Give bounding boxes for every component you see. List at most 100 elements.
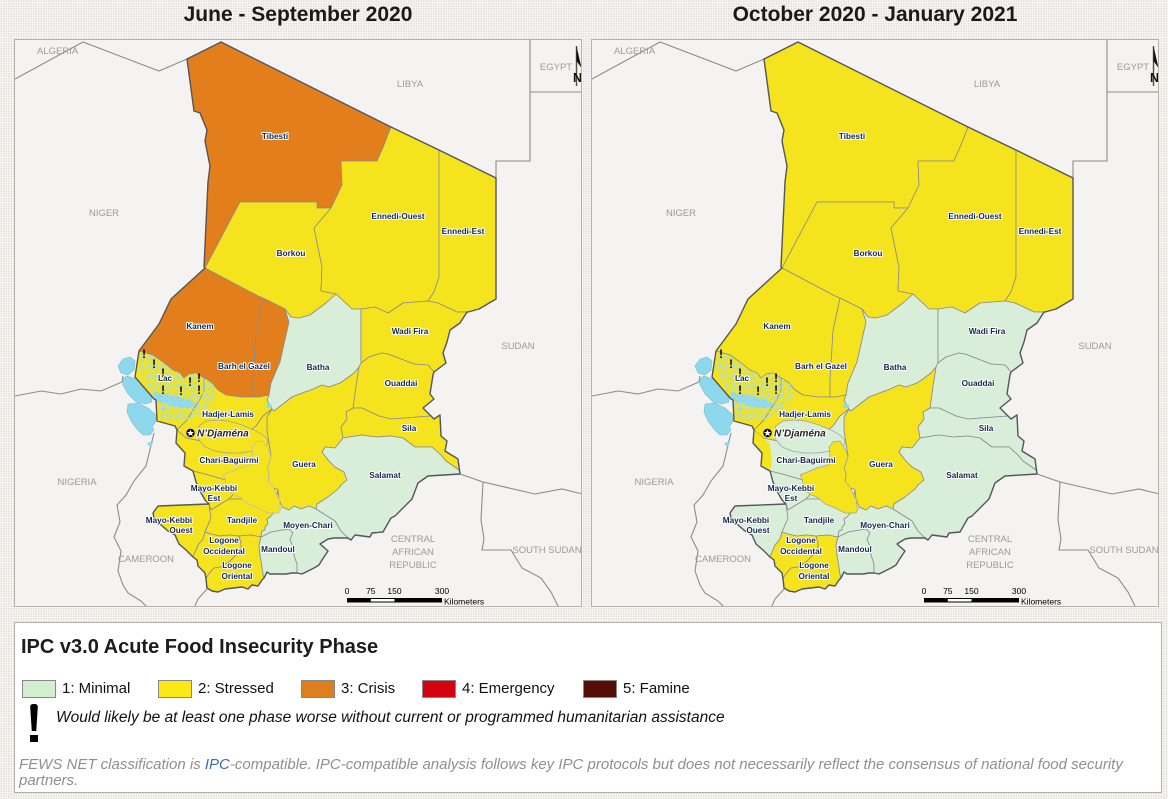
- svg-text:!: !: [161, 385, 165, 397]
- svg-text:Guera: Guera: [292, 460, 316, 469]
- svg-text:Chari-Baguirmi: Chari-Baguirmi: [199, 456, 258, 465]
- svg-text:NIGERIA: NIGERIA: [634, 477, 674, 488]
- svg-text:Kanem: Kanem: [186, 322, 213, 331]
- svg-text:LIBYA: LIBYA: [397, 79, 424, 90]
- svg-text:N: N: [573, 71, 581, 85]
- svg-text:Kanem: Kanem: [763, 322, 790, 331]
- svg-text:Est: Est: [785, 494, 798, 503]
- svg-text:!: !: [765, 377, 769, 389]
- svg-text:Chari-Baguirmi: Chari-Baguirmi: [776, 456, 835, 465]
- svg-text:Mayo-Kebbi: Mayo-Kebbi: [768, 484, 814, 493]
- svg-text:!: !: [197, 373, 201, 385]
- svg-text:REPUBLIC: REPUBLIC: [966, 560, 1014, 571]
- svg-text:!: !: [738, 368, 742, 380]
- svg-text:Ouest: Ouest: [169, 526, 192, 535]
- svg-text:75: 75: [366, 586, 376, 596]
- svg-text:Mayo-Kebbi: Mayo-Kebbi: [723, 516, 769, 525]
- svg-text:Barh el Gazel: Barh el Gazel: [795, 362, 847, 371]
- svg-text:Sila: Sila: [979, 424, 994, 433]
- svg-text:Batha: Batha: [884, 363, 907, 372]
- svg-text:CENTRAL: CENTRAL: [391, 534, 435, 545]
- svg-text:!: !: [152, 359, 156, 371]
- svg-text:Wadi Fira: Wadi Fira: [969, 327, 1006, 336]
- svg-text:Logone: Logone: [209, 536, 239, 545]
- svg-text:Salamat: Salamat: [369, 471, 401, 480]
- svg-text:SUDAN: SUDAN: [1078, 341, 1111, 352]
- svg-text:ALGERIA: ALGERIA: [614, 46, 656, 57]
- svg-text:Lac: Lac: [158, 374, 173, 383]
- svg-text:Kilometers: Kilometers: [1021, 597, 1061, 607]
- svg-text:CENTRAL: CENTRAL: [968, 534, 1012, 545]
- svg-text:Logone: Logone: [222, 561, 252, 570]
- svg-text:Mayo-Kebbi: Mayo-Kebbi: [191, 484, 237, 493]
- svg-text:AFRICAN: AFRICAN: [969, 547, 1011, 558]
- svg-text:Ouaddai: Ouaddai: [962, 379, 995, 388]
- svg-text:LIBYA: LIBYA: [974, 79, 1001, 90]
- svg-text:EGYPT: EGYPT: [540, 62, 572, 73]
- svg-text:0: 0: [345, 586, 350, 596]
- svg-text:Barh el Gazel: Barh el Gazel: [218, 362, 270, 371]
- svg-text:Lac: Lac: [735, 374, 750, 383]
- svg-text:Tibesti: Tibesti: [262, 132, 288, 141]
- svg-text:CAMEROON: CAMEROON: [695, 554, 751, 565]
- svg-text:Ouaddai: Ouaddai: [385, 379, 418, 388]
- svg-text:SOUTH SUDAN: SOUTH SUDAN: [1089, 545, 1158, 556]
- svg-text:Kilometers: Kilometers: [444, 597, 484, 607]
- svg-text:Guera: Guera: [869, 460, 893, 469]
- svg-text:Oriental: Oriental: [222, 572, 253, 581]
- svg-text:Mandoul: Mandoul: [838, 545, 872, 554]
- svg-text:!: !: [719, 349, 723, 361]
- svg-text:Tibesti: Tibesti: [839, 132, 865, 141]
- svg-text:150: 150: [387, 586, 401, 596]
- svg-text:Borkou: Borkou: [277, 249, 306, 258]
- svg-text:!: !: [161, 368, 165, 380]
- svg-text:Hadjer-Lamis: Hadjer-Lamis: [202, 410, 254, 419]
- svg-text:N’Djaména: N’Djaména: [197, 429, 249, 440]
- svg-text:CAMEROON: CAMEROON: [118, 554, 174, 565]
- svg-text:EGYPT: EGYPT: [1117, 62, 1149, 73]
- svg-text:Salamat: Salamat: [946, 471, 978, 480]
- svg-text:Batha: Batha: [307, 363, 330, 372]
- svg-text:Hadjer-Lamis: Hadjer-Lamis: [779, 410, 831, 419]
- svg-text:Ennedi-Ouest: Ennedi-Ouest: [948, 212, 1001, 221]
- svg-text:!: !: [729, 359, 733, 371]
- svg-text:Occidental: Occidental: [203, 547, 245, 556]
- svg-text:300: 300: [1012, 586, 1026, 596]
- svg-text:NIGERIA: NIGERIA: [57, 477, 97, 488]
- svg-text:NIGER: NIGER: [666, 208, 696, 219]
- svg-text:!: !: [179, 386, 183, 398]
- svg-text:!: !: [774, 385, 778, 397]
- svg-text:Ennedi-Ouest: Ennedi-Ouest: [371, 212, 424, 221]
- svg-text:SOUTH SUDAN: SOUTH SUDAN: [512, 545, 581, 556]
- svg-text:!: !: [197, 385, 201, 397]
- svg-text:Ennedi-Est: Ennedi-Est: [1019, 227, 1062, 236]
- svg-text:Mayo-Kebbi: Mayo-Kebbi: [146, 516, 192, 525]
- svg-text:!: !: [756, 386, 760, 398]
- svg-text:Wadi Fira: Wadi Fira: [392, 327, 429, 336]
- svg-text:!: !: [142, 349, 146, 361]
- svg-text:Logone: Logone: [786, 536, 816, 545]
- svg-text:Oriental: Oriental: [799, 572, 830, 581]
- svg-text:Borkou: Borkou: [854, 249, 883, 258]
- svg-text:75: 75: [943, 586, 953, 596]
- svg-text:!: !: [188, 377, 192, 389]
- svg-text:!: !: [738, 385, 742, 397]
- svg-text:Ennedi-Est: Ennedi-Est: [442, 227, 485, 236]
- svg-text:AFRICAN: AFRICAN: [392, 547, 434, 558]
- svg-text:Logone: Logone: [799, 561, 829, 570]
- svg-text:Tandjile: Tandjile: [227, 516, 258, 525]
- svg-text:0: 0: [922, 586, 927, 596]
- svg-text:ALGERIA: ALGERIA: [37, 46, 79, 57]
- svg-text:N: N: [1150, 71, 1158, 85]
- svg-text:REPUBLIC: REPUBLIC: [389, 560, 437, 571]
- svg-text:N’Djaména: N’Djaména: [774, 429, 826, 440]
- svg-text:SUDAN: SUDAN: [501, 341, 534, 352]
- svg-text:Moyen-Chari: Moyen-Chari: [283, 521, 333, 530]
- svg-text:150: 150: [964, 586, 978, 596]
- svg-text:Occidental: Occidental: [780, 547, 822, 556]
- svg-text:Tandjile: Tandjile: [804, 516, 835, 525]
- svg-text:300: 300: [435, 586, 449, 596]
- svg-text:Ouest: Ouest: [746, 526, 769, 535]
- svg-text:Est: Est: [208, 494, 221, 503]
- svg-text:Moyen-Chari: Moyen-Chari: [860, 521, 910, 530]
